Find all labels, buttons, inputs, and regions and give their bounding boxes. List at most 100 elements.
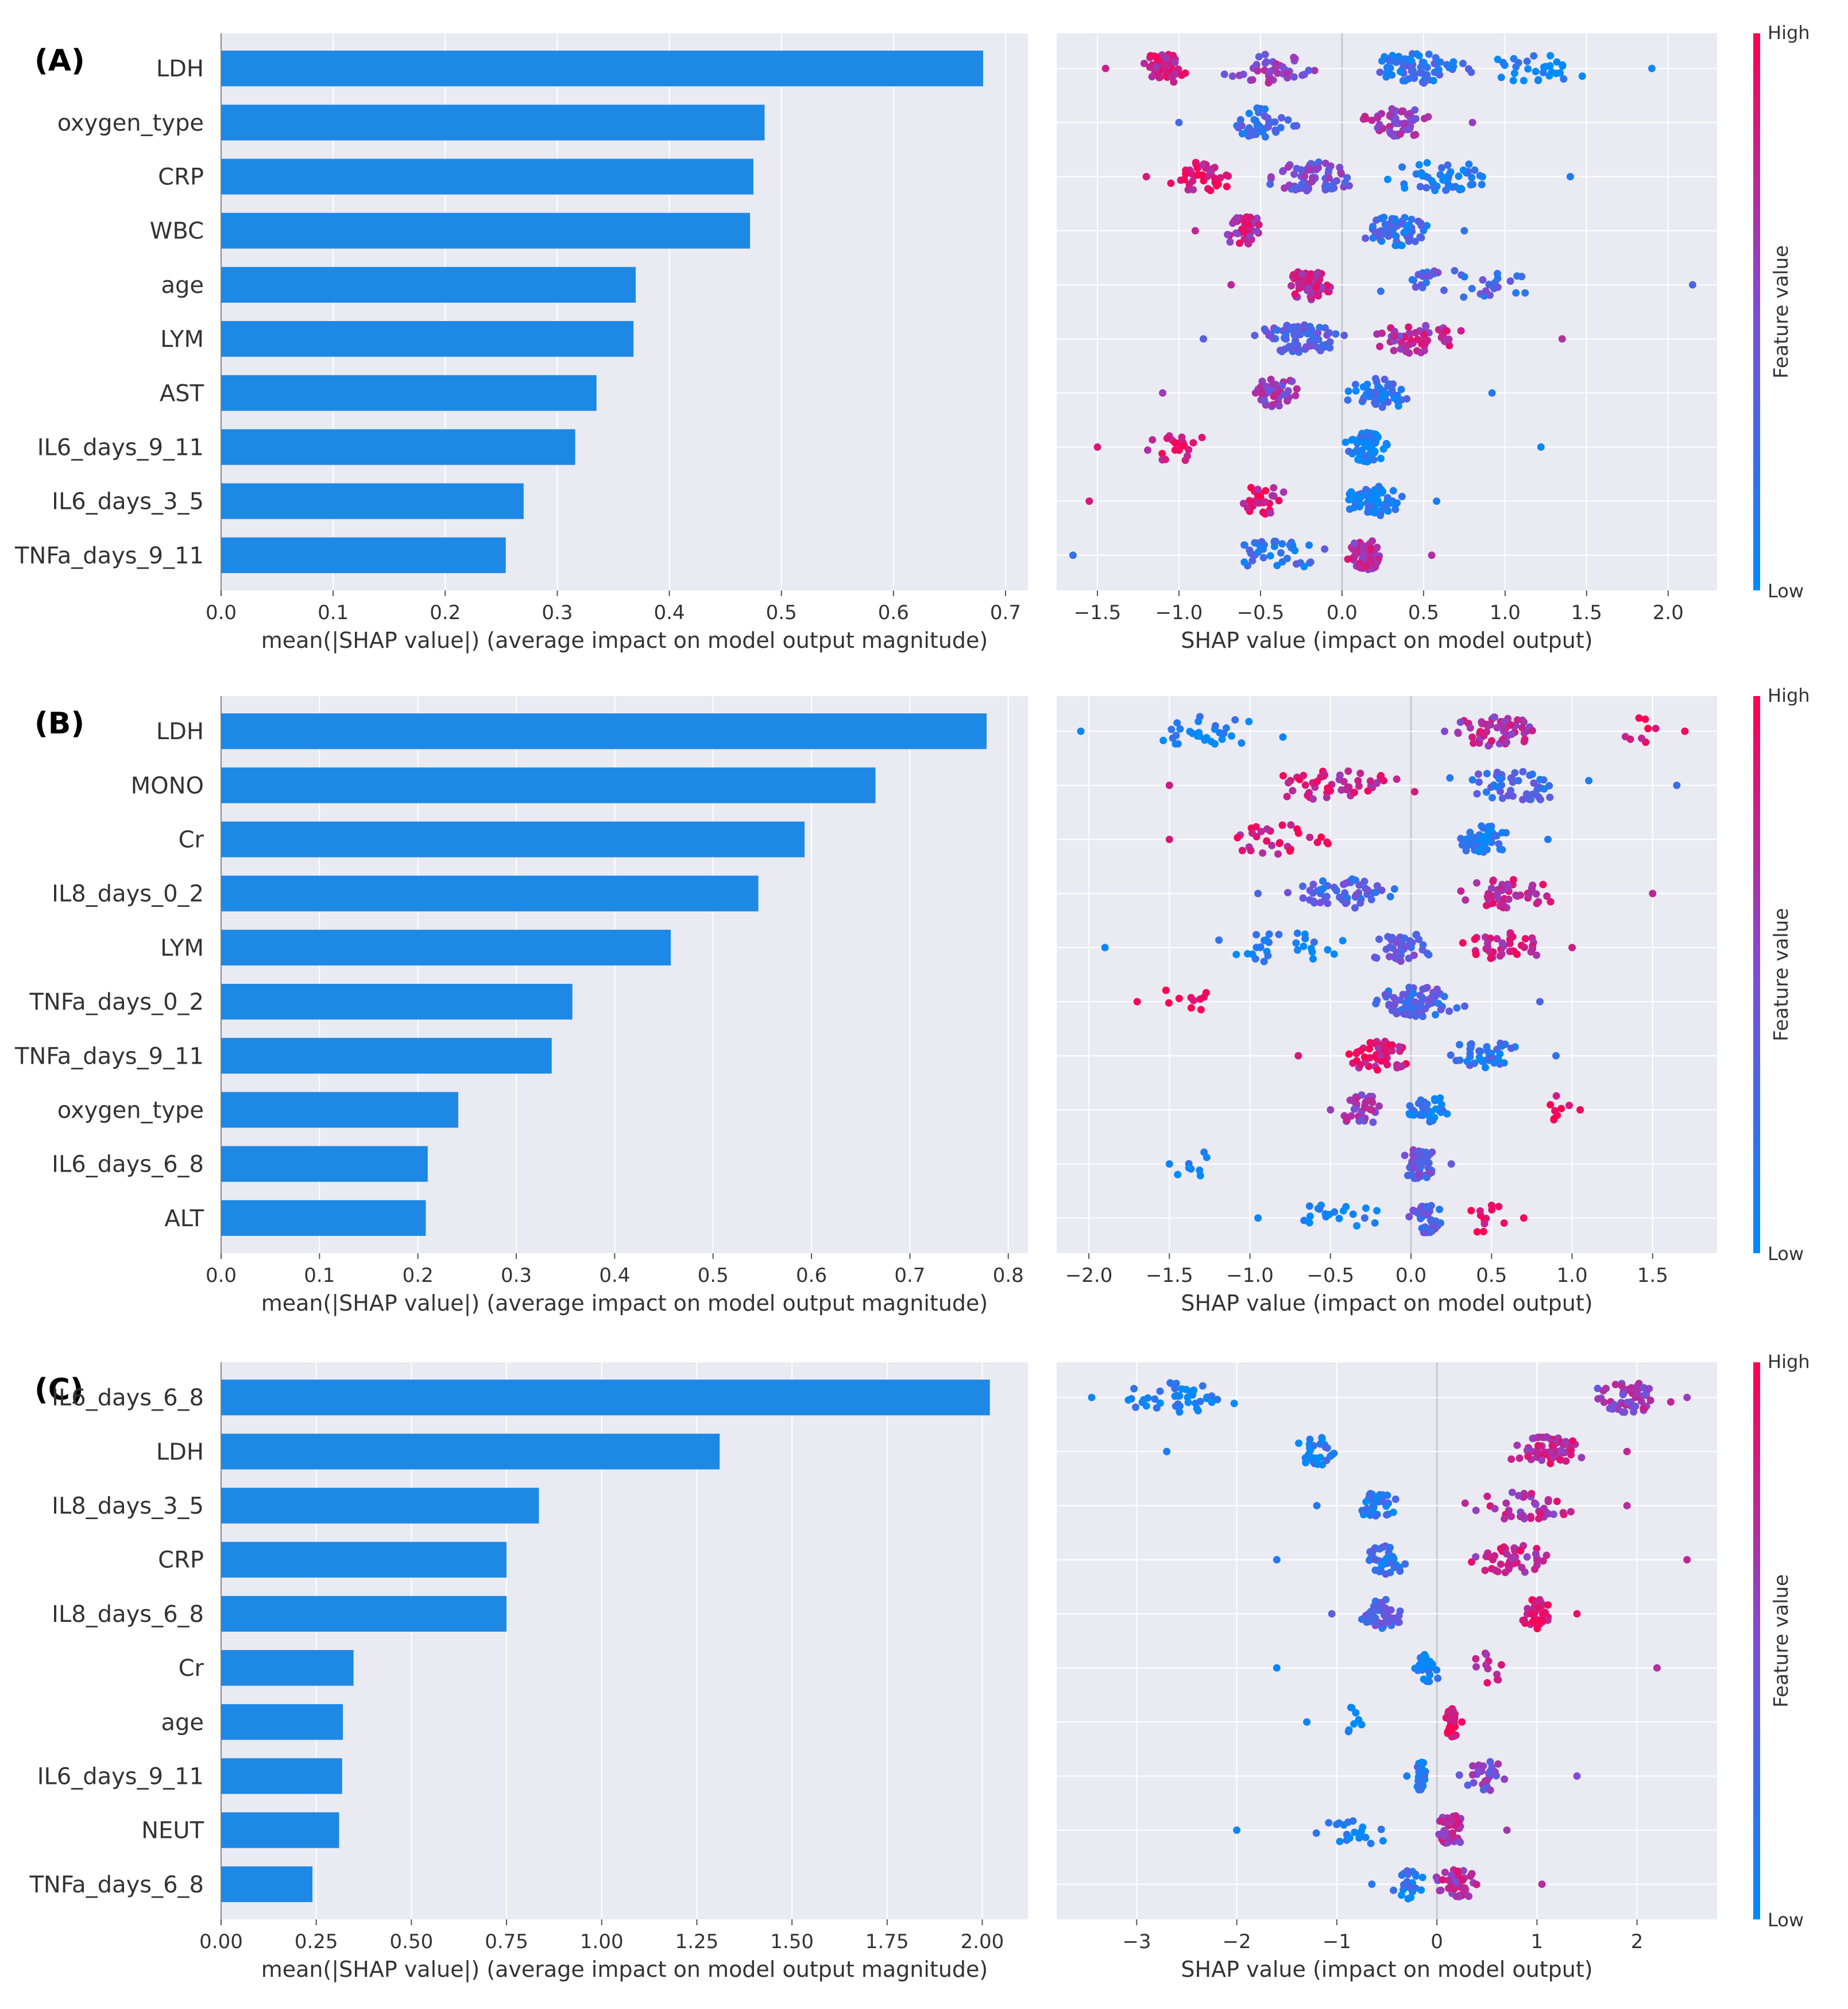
shap-point bbox=[1133, 998, 1141, 1006]
shap-point bbox=[1288, 377, 1296, 385]
shap-point bbox=[1552, 1092, 1560, 1100]
shap-point bbox=[1493, 891, 1501, 899]
shap-point bbox=[1456, 1838, 1464, 1846]
shap-point bbox=[1386, 128, 1394, 136]
bar bbox=[221, 1488, 539, 1524]
shap-point bbox=[1521, 289, 1529, 297]
shap-point bbox=[1278, 382, 1286, 390]
shap-point bbox=[1421, 1662, 1429, 1670]
bar bbox=[221, 159, 753, 195]
shap-point bbox=[1381, 376, 1389, 384]
shap-point bbox=[1458, 841, 1466, 849]
shap-point bbox=[1503, 1826, 1511, 1834]
shap-point bbox=[1532, 1550, 1540, 1558]
bar-x-tick-label: 0.75 bbox=[485, 1930, 528, 1953]
bar-x-tick-label: 0.7 bbox=[990, 601, 1021, 624]
shap-point bbox=[1203, 733, 1211, 741]
bar bbox=[221, 213, 751, 249]
shap-point bbox=[1269, 380, 1277, 388]
shap-point bbox=[1396, 1567, 1404, 1575]
shap-point bbox=[1543, 892, 1551, 900]
shap-point bbox=[1495, 1203, 1503, 1211]
shap-point bbox=[1542, 1433, 1551, 1441]
shap-point bbox=[1437, 1006, 1445, 1014]
shap-point bbox=[1487, 884, 1495, 893]
shap-point bbox=[1509, 933, 1517, 941]
shap-point bbox=[1391, 241, 1399, 249]
shap-point bbox=[1500, 1059, 1508, 1067]
shap-point bbox=[1352, 387, 1360, 395]
shap-point bbox=[1482, 1651, 1490, 1659]
shap-point bbox=[1548, 1442, 1556, 1450]
shap-point bbox=[1371, 1597, 1379, 1605]
shap-point bbox=[1318, 283, 1326, 291]
shap-point bbox=[1163, 434, 1171, 442]
shap-point bbox=[1276, 346, 1284, 354]
shap-point bbox=[1383, 175, 1391, 183]
shap-point bbox=[1455, 1771, 1463, 1779]
beeswarm-x-tick-label: 0.0 bbox=[1327, 601, 1358, 624]
shap-point bbox=[1142, 173, 1150, 181]
shap-point bbox=[1505, 895, 1513, 903]
shap-point bbox=[1485, 280, 1493, 288]
shap-point bbox=[1632, 1403, 1640, 1411]
shap-point bbox=[1389, 486, 1397, 494]
shap-point bbox=[1239, 70, 1247, 78]
shap-point bbox=[1475, 1767, 1483, 1775]
colorbar bbox=[1753, 696, 1760, 1253]
bar bbox=[221, 266, 636, 303]
bar bbox=[221, 537, 506, 573]
shap-point bbox=[1430, 183, 1438, 191]
shap-point bbox=[1529, 1617, 1537, 1625]
shap-point bbox=[1519, 1616, 1527, 1624]
shap-point bbox=[1238, 847, 1246, 855]
shap-point bbox=[1623, 1502, 1631, 1510]
bar bbox=[221, 1092, 458, 1128]
shap-point bbox=[1479, 1762, 1487, 1770]
shap-point bbox=[1544, 1510, 1552, 1518]
shap-point bbox=[1271, 538, 1279, 546]
shap-point bbox=[1433, 497, 1441, 505]
beeswarm-x-axis-label: SHAP value (impact on model output) bbox=[1181, 1957, 1592, 1982]
shap-point bbox=[1457, 887, 1465, 895]
shap-point bbox=[1269, 401, 1277, 409]
shap-point bbox=[1377, 214, 1385, 222]
shap-point bbox=[1309, 889, 1317, 897]
shap-point bbox=[1506, 940, 1514, 948]
shap-point bbox=[1174, 1170, 1182, 1179]
shap-point bbox=[1416, 183, 1424, 191]
shap-point bbox=[1397, 957, 1405, 965]
shap-point bbox=[1260, 957, 1268, 965]
shap-point bbox=[1557, 1104, 1565, 1112]
shap-point bbox=[1541, 1609, 1549, 1617]
shap-point bbox=[1377, 1825, 1385, 1833]
shap-point bbox=[1367, 895, 1375, 903]
shap-point bbox=[1273, 1556, 1281, 1564]
shap-point bbox=[1461, 1002, 1469, 1010]
shap-point bbox=[1567, 1508, 1575, 1516]
shap-point bbox=[1619, 1408, 1627, 1416]
shap-point bbox=[1379, 1837, 1387, 1845]
shap-point bbox=[1594, 1395, 1602, 1403]
shap-point bbox=[1484, 943, 1492, 951]
shap-point bbox=[1215, 936, 1223, 944]
shap-point bbox=[1424, 1210, 1432, 1218]
shap-point bbox=[1374, 1066, 1382, 1074]
shap-point bbox=[1343, 898, 1351, 906]
shap-point bbox=[1389, 1508, 1397, 1516]
shap-point bbox=[1319, 877, 1327, 885]
bar bbox=[221, 375, 597, 411]
shap-point bbox=[1389, 944, 1397, 952]
shap-point bbox=[1449, 63, 1457, 71]
shap-point bbox=[1283, 793, 1291, 801]
shap-point bbox=[1352, 1709, 1360, 1717]
shap-point bbox=[1325, 1819, 1333, 1827]
shap-point bbox=[1298, 71, 1306, 79]
shap-point bbox=[1536, 998, 1544, 1006]
shap-point bbox=[1673, 781, 1681, 789]
shap-point bbox=[1343, 879, 1351, 887]
shap-point bbox=[1156, 1399, 1164, 1407]
feature-label: LDH bbox=[156, 56, 204, 82]
shap-point bbox=[1290, 170, 1298, 178]
